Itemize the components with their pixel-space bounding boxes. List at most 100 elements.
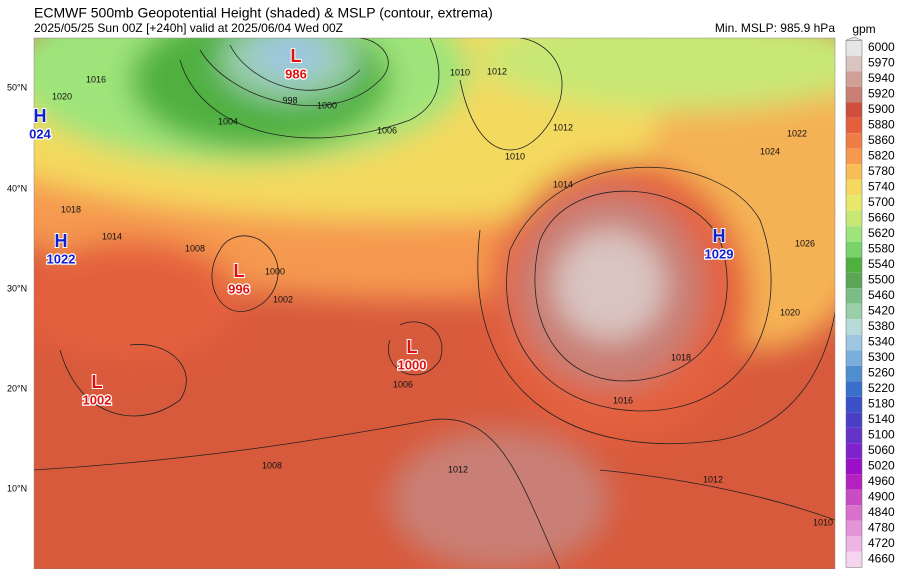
colorbar-swatch [846,102,862,118]
map-subtitle: 2025/05/25 Sun 00Z [+240h] valid at 2025… [34,21,343,35]
colorbar-swatch [846,427,862,444]
system-symbol: L [92,372,103,392]
colorbar-swatch [846,551,862,568]
colorbar-label: 5740 [868,180,895,194]
colorbar-label: 5660 [868,211,895,225]
latitude-label: 30°N [7,283,27,293]
colorbar-swatch [846,272,862,289]
colorbar-swatch [846,71,862,87]
colorbar-swatch [846,365,862,382]
colorbar-swatch [846,536,862,552]
colorbar-swatch [846,520,862,537]
colorbar-swatch [846,381,862,397]
colorbar-label: 5860 [868,133,895,147]
colorbar-swatch [846,350,862,366]
colorbar-label: 4720 [868,536,895,550]
colorbar-label: 5940 [868,71,895,85]
system-pressure: 1000 [398,357,427,372]
system-pressure: 996 [228,281,250,296]
isobar-label: 1014 [102,231,122,241]
colorbar-label: 5300 [868,350,895,364]
colorbar-swatch [846,412,862,428]
colorbar-swatch [846,117,862,134]
system-symbol: L [407,337,418,357]
isobar-label: 1006 [393,379,413,389]
system-symbol: H [55,231,68,251]
system-pressure: 1002 [83,392,112,407]
colorbar-label: 6000 [868,40,895,54]
colorbar-swatch [846,319,862,335]
latitude-label: 40°N [7,183,27,193]
colorbar-unit: gpm [852,22,875,36]
colorbar-swatch [846,505,862,521]
colorbar-label: 5900 [868,102,895,116]
colorbar-label: 5920 [868,87,895,101]
colorbar-label: 4780 [868,521,895,535]
system-pressure: 024 [29,126,51,141]
colorbar-label: 5340 [868,335,895,349]
colorbar-label: 5060 [868,443,895,457]
colorbar-swatch [846,303,862,320]
colorbar-label: 5180 [868,397,895,411]
colorbar-swatch [846,474,862,490]
colorbar-label: 5620 [868,226,895,240]
colorbar-swatch [846,86,862,103]
colorbar-label: 5820 [868,149,895,163]
colorbar-swatch [846,257,862,273]
latitude-label: 20°N [7,383,27,393]
colorbar-label: 4660 [868,552,895,566]
colorbar-swatch [846,443,862,459]
system-pressure: 1022 [47,251,76,266]
isobar-label: 1002 [273,294,293,304]
colorbar-label: 5580 [868,242,895,256]
colorbar-label: 5970 [868,56,895,70]
colorbar-swatch [846,226,862,242]
isobar-label: 1010 [813,517,833,527]
colorbar-swatch [846,396,862,413]
isobar-label: 1010 [505,151,525,161]
isobar-label: 1000 [265,266,285,276]
isobar-label: 998 [282,95,297,105]
colorbar-label: 5020 [868,459,895,473]
colorbar-label: 5380 [868,319,895,333]
colorbar-swatch [846,334,862,351]
colorbar-label: 5880 [868,118,895,132]
colorbar-label: 5500 [868,273,895,287]
isobar-label: 1018 [671,352,691,362]
colorbar-swatch [846,55,862,72]
isobar-label: 1026 [795,238,815,248]
colorbar-swatch [846,210,862,227]
colorbar-frame [845,40,863,568]
colorbar-swatch [846,241,862,258]
colorbar-label: 5220 [868,381,895,395]
isobar-label: 1022 [787,128,807,138]
colorbar-swatch [846,133,862,149]
isobar-label: 1012 [448,464,468,474]
isobar-label: 1024 [760,146,780,156]
min-mslp: Min. MSLP: 985.9 hPa [715,21,835,35]
isobar-label: 1012 [703,474,723,484]
isobar-label: 1012 [553,122,573,132]
system-pressure: 1029 [705,246,734,261]
colorbar-swatch [846,148,862,165]
colorbar-label: 5460 [868,288,895,302]
map-title: ECMWF 500mb Geopotential Height (shaded)… [34,5,493,21]
latitude-label: 10°N [7,483,27,493]
isobar-label: 1012 [487,66,507,76]
colorbar-label: 5260 [868,366,895,380]
isobar-label: 1010 [450,67,470,77]
colorbar-label: 5140 [868,412,895,426]
system-symbol: L [291,46,302,66]
colorbar-swatch [846,40,862,56]
isobar-label: 1008 [262,460,282,470]
colorbar-arrow [845,36,863,41]
isobar-label: 1004 [218,116,238,126]
colorbar-swatch [846,164,862,180]
colorbar-swatch [846,489,862,506]
system-symbol: H [34,106,47,126]
colorbar-label: 5780 [868,164,895,178]
colorbar-swatch [846,458,862,475]
